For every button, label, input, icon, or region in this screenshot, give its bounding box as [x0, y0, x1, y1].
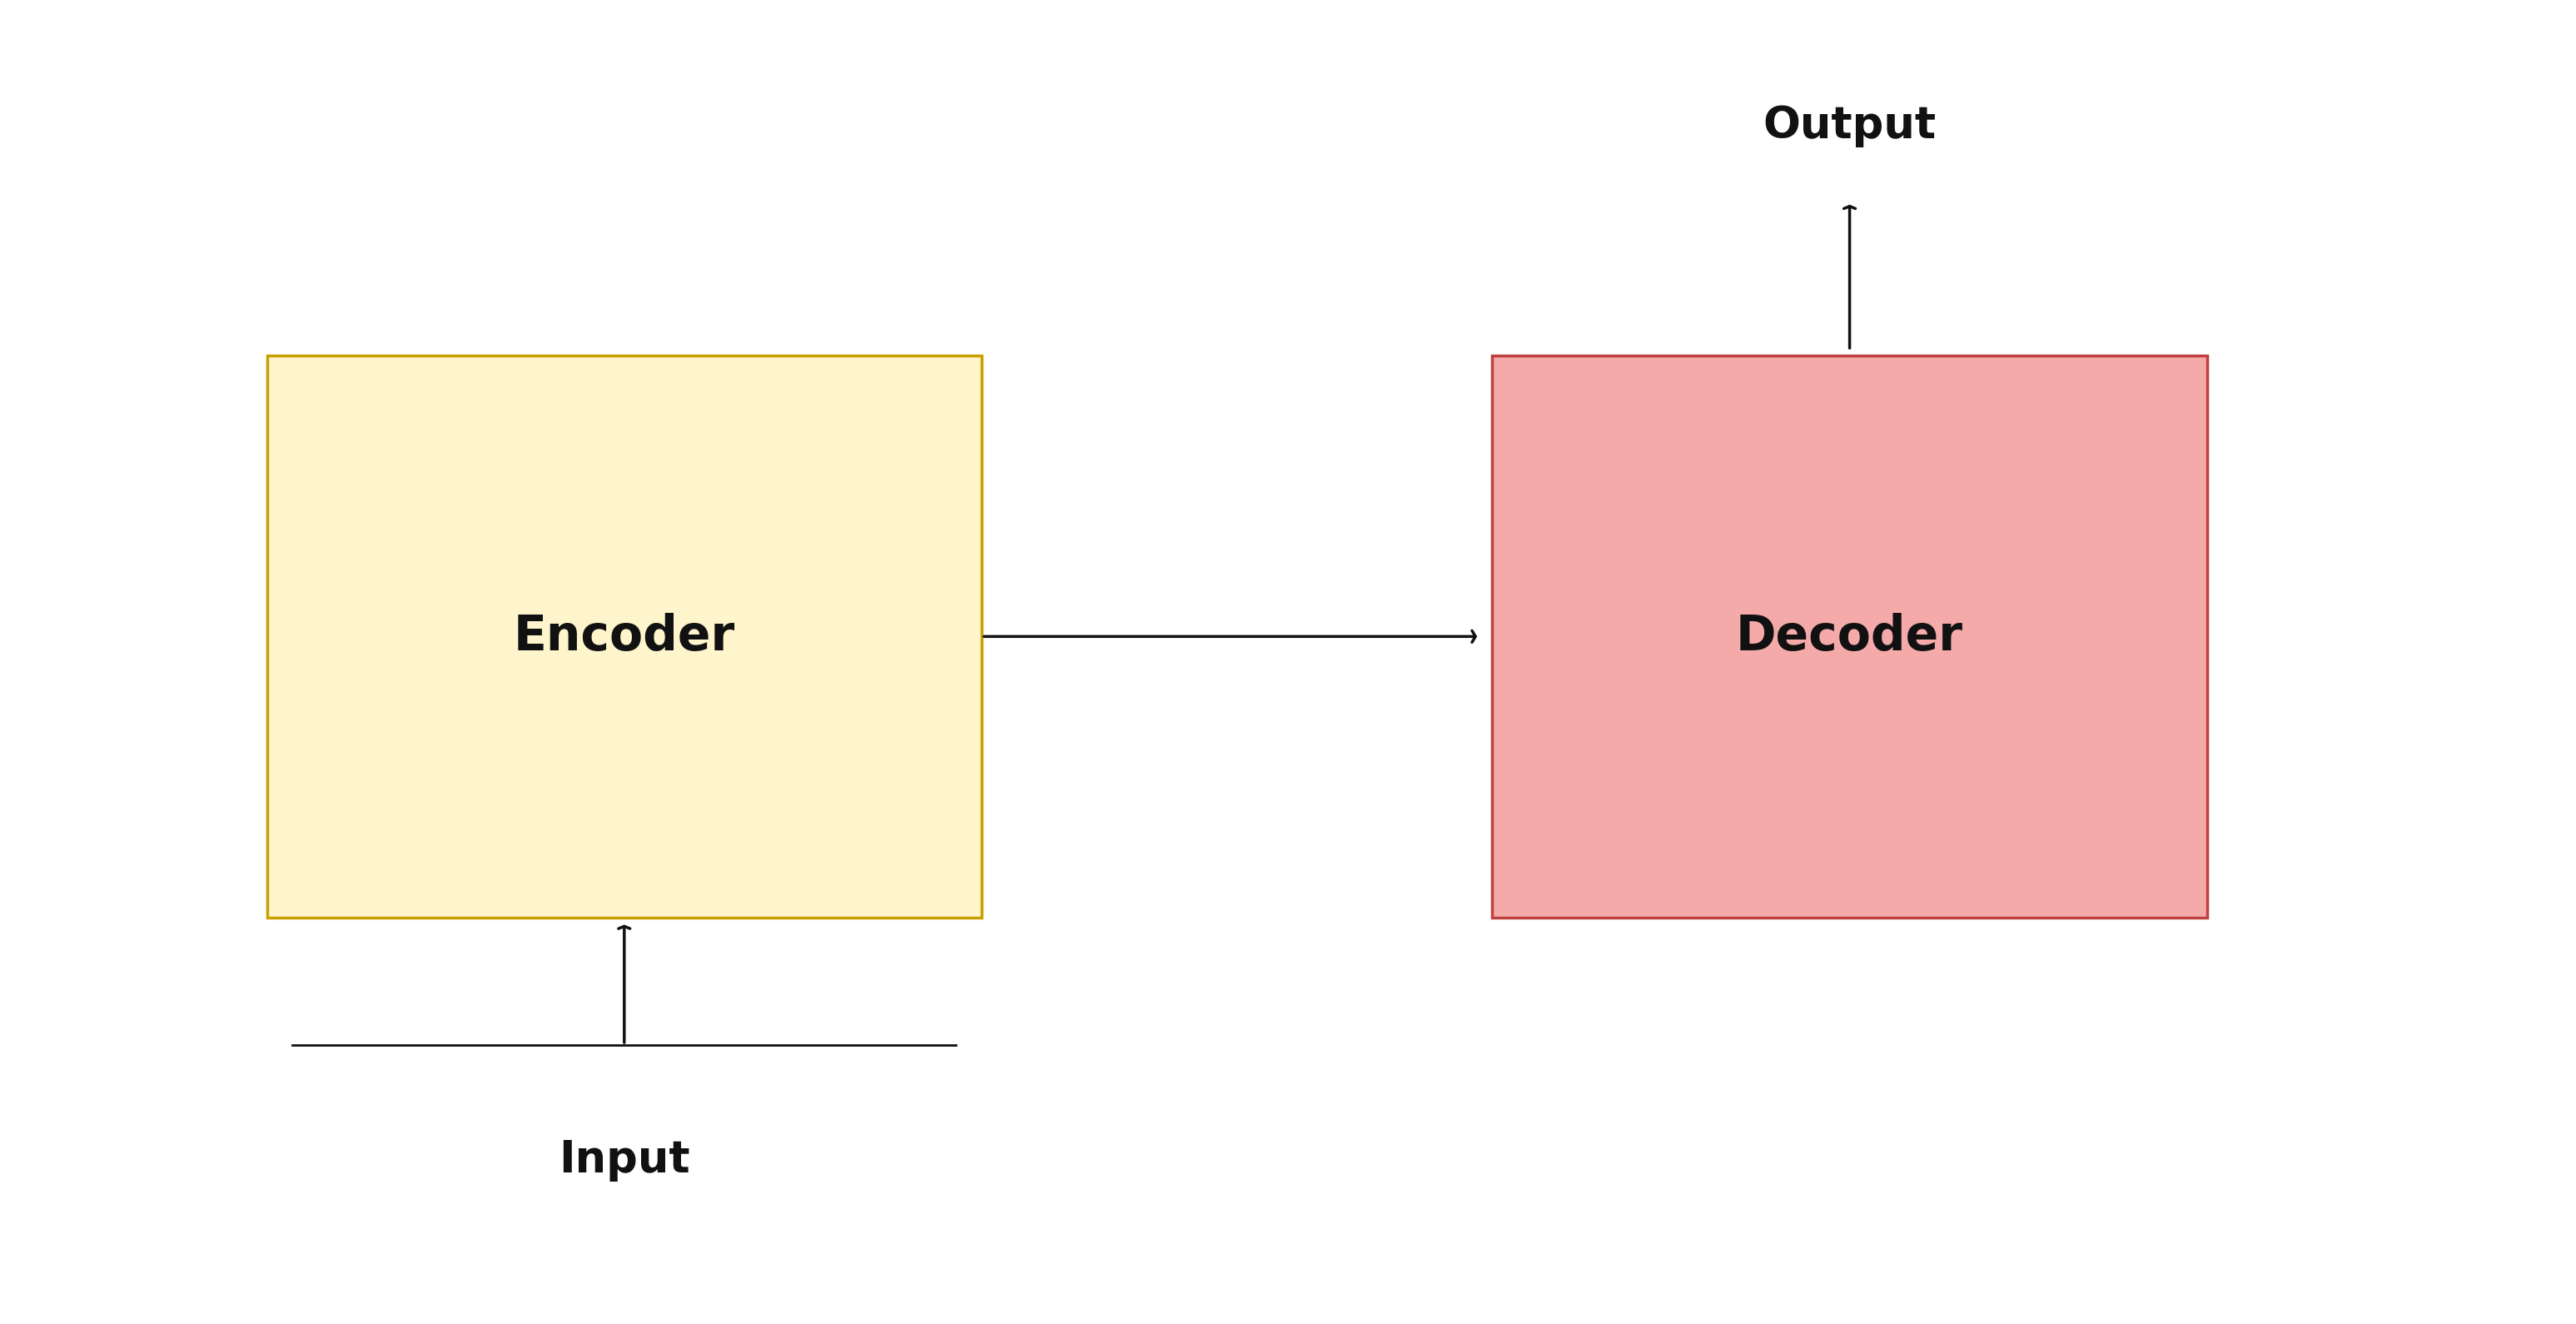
Text: Decoder: Decoder [1736, 613, 1963, 661]
Bar [1492, 356, 2208, 918]
Bar [268, 356, 981, 918]
Text: Encoder: Encoder [513, 613, 734, 661]
Text: Output: Output [1762, 105, 1937, 147]
Text: Input: Input [559, 1139, 690, 1181]
